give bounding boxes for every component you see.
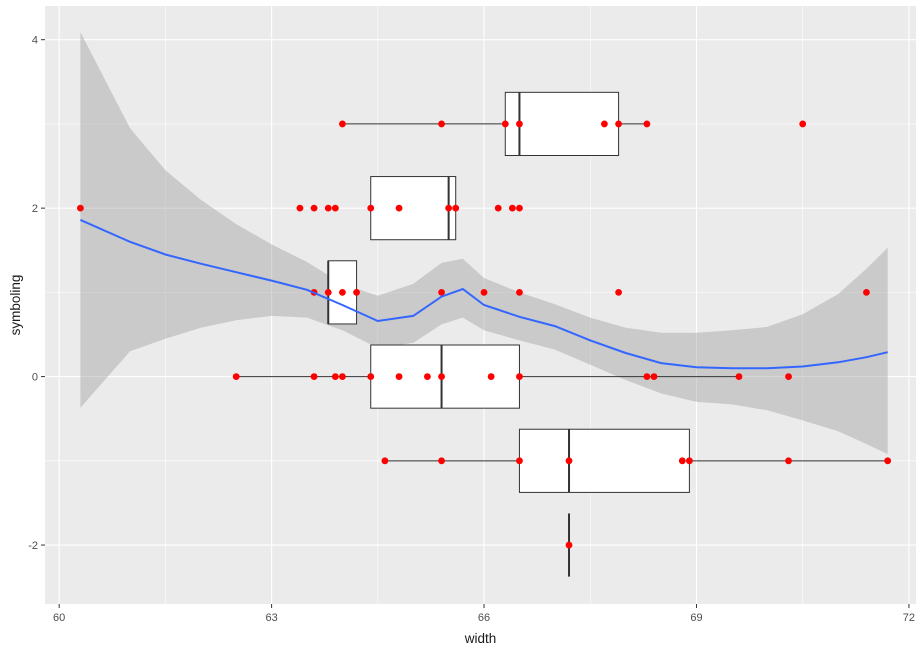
data-point (615, 120, 622, 128)
x-tick-label: 69 (690, 612, 702, 624)
data-point (785, 373, 792, 380)
data-points (77, 120, 892, 549)
boxplot (236, 344, 739, 409)
data-point (395, 373, 403, 380)
boxplot (370, 176, 457, 241)
x-tick-label: 72 (903, 612, 915, 624)
data-point (487, 373, 495, 380)
plot-panel (45, 6, 916, 604)
x-tick-label: 60 (53, 612, 65, 624)
smooth-curve (79, 218, 888, 370)
data-point (685, 457, 693, 465)
data-point (324, 204, 332, 212)
data-point (494, 204, 502, 212)
data-point (565, 457, 573, 465)
data-point (516, 457, 523, 465)
data-point (863, 288, 870, 296)
axes: 60 63 66 69 72 -2 0 2 4 (28, 35, 915, 624)
data-point (438, 373, 445, 380)
data-point (615, 288, 622, 296)
data-point (452, 204, 460, 212)
data-point (367, 204, 375, 212)
data-point (423, 373, 431, 380)
data-point (381, 457, 389, 465)
data-point (331, 373, 339, 380)
smooth-line (79, 218, 888, 370)
y-tick-label: 2 (32, 203, 38, 215)
boxplot-box (370, 176, 457, 241)
data-point (339, 373, 346, 380)
data-point (601, 120, 608, 128)
data-point (501, 120, 509, 128)
data-point (516, 120, 523, 128)
data-point (884, 457, 892, 465)
x-axis-title: width (464, 631, 497, 646)
data-point (785, 457, 792, 465)
data-point (643, 373, 651, 380)
y-tick-label: 0 (32, 372, 38, 384)
data-point (565, 541, 573, 549)
data-point (331, 204, 339, 212)
data-point (650, 373, 658, 380)
data-point (508, 204, 516, 212)
boxplots (236, 91, 888, 577)
data-point (516, 288, 523, 296)
data-point (516, 373, 523, 380)
boxplot (327, 260, 358, 325)
boxplot-box (370, 344, 520, 409)
y-axis-title: symboling (8, 275, 23, 336)
data-point (480, 288, 488, 296)
data-point (445, 204, 453, 212)
data-point (735, 373, 743, 380)
data-point (324, 288, 332, 296)
data-point (310, 204, 318, 212)
data-point (799, 120, 807, 128)
data-point (310, 373, 318, 380)
x-tick-label: 63 (265, 612, 277, 624)
data-point (678, 457, 686, 465)
boxplot-box (518, 428, 690, 493)
data-point (232, 373, 240, 380)
data-point (77, 204, 84, 212)
data-point (516, 204, 523, 212)
data-point (339, 288, 346, 296)
confidence-ribbon (80, 32, 888, 455)
data-point (339, 120, 346, 128)
data-point (395, 204, 403, 212)
data-point (643, 120, 651, 128)
y-tick-label: -2 (28, 540, 38, 552)
data-point (438, 457, 445, 465)
data-point (296, 204, 304, 212)
data-point (353, 288, 360, 296)
x-tick-label: 66 (478, 612, 490, 624)
data-point (438, 288, 445, 296)
data-point (367, 373, 375, 380)
y-tick-label: 4 (32, 35, 38, 47)
confidence-band (80, 32, 888, 455)
data-point (438, 120, 445, 128)
boxplot (384, 428, 888, 493)
